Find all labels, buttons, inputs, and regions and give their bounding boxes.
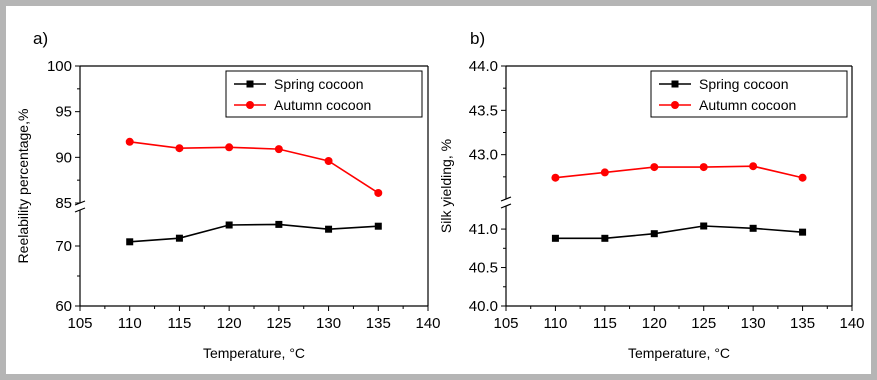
series-line-spring — [129, 223, 379, 243]
data-point — [225, 221, 233, 229]
series-line-spring — [555, 225, 803, 240]
legend-label: Spring cocoon — [699, 76, 789, 92]
series-line-autumn — [129, 141, 379, 194]
data-point — [125, 137, 134, 146]
data-point — [274, 145, 283, 154]
x-tick-label: 105 — [67, 315, 92, 332]
y-tick-label: 70 — [55, 238, 72, 255]
y-axis-title: Reelability percentage,% — [15, 109, 31, 264]
panel-label: a) — [33, 29, 48, 48]
x-tick-label: 125 — [266, 315, 291, 332]
x-axis-title: Temperature, °C — [628, 345, 730, 361]
data-point — [325, 225, 333, 233]
x-tick-label: 140 — [415, 315, 440, 332]
legend-swatch-marker — [246, 80, 254, 88]
data-point — [324, 156, 333, 165]
legend-label: Spring cocoon — [274, 76, 364, 92]
chart-panel-a: a) 105 110 115 120 125 130 135 140 85 90 95 100 60 70 T… — [15, 29, 441, 361]
legend-swatch-marker — [246, 101, 254, 109]
chart-panel-b: b) 105 110 115 120 125 130 135 140 43.0 43.5 44.0 40… — [438, 29, 865, 361]
legend-box — [225, 70, 423, 118]
y-tick-label: 95 — [55, 104, 72, 121]
y-tick-label: 60 — [55, 298, 72, 315]
y-tick-label: 90 — [55, 149, 72, 166]
x-tick-label: 125 — [691, 315, 716, 332]
data-point — [749, 162, 758, 171]
x-axis-title: Temperature, °C — [203, 345, 305, 361]
x-tick-label: 135 — [366, 315, 391, 332]
legend-swatch-marker — [671, 101, 679, 109]
data-point — [650, 163, 659, 172]
data-point — [126, 238, 134, 246]
legend-swatch-marker — [671, 80, 679, 88]
axis-break-mark — [500, 196, 512, 202]
y-tick-label: 43.5 — [469, 102, 498, 119]
y-axis-title: Silk yielding, % — [438, 139, 454, 233]
data-point — [175, 234, 183, 242]
legend-box — [650, 70, 848, 118]
axis-break-mark — [74, 207, 86, 213]
axis-break-mark — [500, 203, 512, 209]
data-point — [798, 173, 807, 182]
x-tick-label: 110 — [118, 315, 142, 332]
data-point — [600, 168, 609, 177]
data-point — [275, 220, 283, 228]
x-tick-label: 110 — [543, 315, 567, 332]
data-point — [374, 188, 383, 197]
data-point — [551, 234, 559, 242]
data-point — [700, 222, 708, 230]
x-tick-label: 120 — [217, 315, 242, 332]
y-tick-label: 41.0 — [469, 221, 498, 238]
data-point — [551, 173, 560, 182]
y-tick-label: 43.0 — [469, 147, 498, 164]
x-tick-label: 115 — [593, 315, 617, 332]
x-tick-label: 105 — [493, 315, 518, 332]
data-point — [749, 224, 757, 232]
y-tick-label: 44.0 — [469, 58, 498, 75]
x-tick-label: 140 — [839, 315, 864, 332]
y-tick-label: 40.0 — [469, 298, 498, 315]
panel-label: b) — [470, 29, 485, 48]
legend-label: Autumn cocoon — [699, 97, 796, 113]
data-point — [374, 222, 382, 230]
x-tick-label: 135 — [790, 315, 815, 332]
x-tick-label: 120 — [642, 315, 667, 332]
y-tick-label: 85 — [55, 195, 72, 212]
data-point — [699, 163, 708, 172]
x-tick-label: 115 — [167, 315, 191, 332]
data-point — [225, 143, 234, 152]
y-tick-label: 100 — [47, 58, 72, 75]
y-tick-label: 40.5 — [469, 260, 498, 277]
series-line-autumn — [555, 165, 803, 179]
x-tick-label: 130 — [316, 315, 341, 332]
data-point — [799, 228, 807, 236]
data-point — [175, 144, 184, 153]
x-tick-label: 130 — [741, 315, 766, 332]
legend-label: Autumn cocoon — [274, 97, 371, 113]
data-point — [650, 230, 658, 238]
data-point — [601, 234, 609, 242]
